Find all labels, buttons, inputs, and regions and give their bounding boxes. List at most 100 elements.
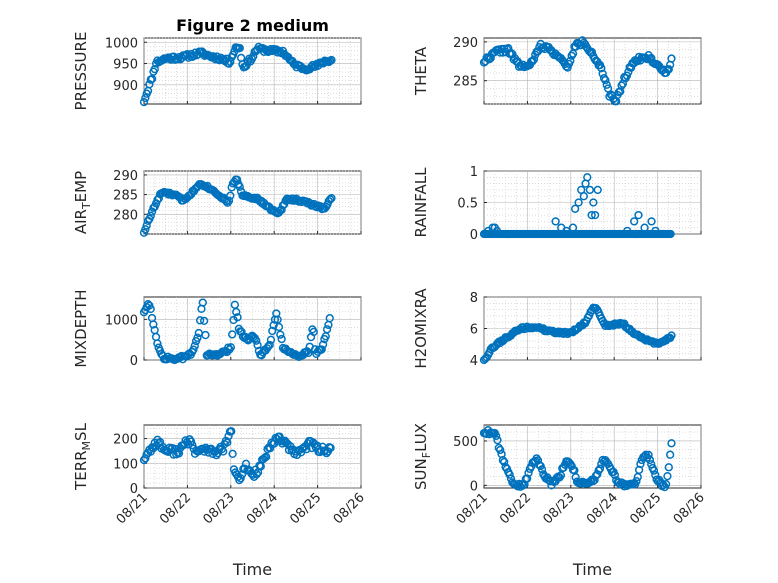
y-axis-label: PRESSURE (72, 32, 90, 111)
data-point (623, 226, 632, 236)
data-point (587, 47, 597, 57)
subplot-sun_flux: 0 500 SUNFLUX 08/21 08/22 08/23 08/24 08/25 08/2… (412, 423, 708, 579)
data-point (227, 427, 236, 436)
data-point (551, 217, 560, 226)
data-point (667, 54, 676, 63)
subplot-theta: 285 290 THETA (412, 36, 702, 106)
data-point (242, 61, 251, 70)
data-point (491, 431, 501, 441)
data-point (190, 341, 199, 350)
y-tick-label: 290 (453, 36, 478, 51)
data-point (276, 330, 285, 339)
y-axis-label: MIXDEPTH (72, 289, 90, 367)
x-tick-label: 08/21 (454, 490, 491, 527)
data-point (150, 64, 159, 74)
data-point (251, 195, 261, 204)
x-tick-label: 08/23 (541, 490, 578, 527)
x-tick-label: 08/23 (201, 490, 238, 527)
data-point (552, 473, 561, 482)
data-point (246, 332, 256, 341)
data-point (226, 57, 235, 66)
data-point (226, 343, 236, 352)
y-tick-label: 1000 (105, 313, 138, 328)
data-point (666, 229, 675, 239)
data-point (233, 313, 242, 322)
y-tick-label: 0.5 (457, 197, 478, 212)
data-point (498, 456, 508, 465)
data-point (268, 326, 277, 336)
data-point (562, 226, 571, 236)
data-point (597, 64, 606, 73)
data-point (493, 435, 502, 445)
data-point (325, 314, 334, 323)
data-point (273, 315, 282, 324)
data-point (663, 472, 672, 481)
data-point (139, 97, 149, 107)
data-point (590, 210, 600, 220)
data-point (146, 304, 155, 314)
data-point (153, 339, 162, 348)
data-point (141, 225, 150, 234)
data-point (266, 44, 275, 54)
data-point (250, 193, 259, 202)
data-point (193, 333, 202, 342)
data-point (274, 322, 284, 332)
data-point (265, 340, 274, 350)
x-tick-label: 08/24 (244, 490, 281, 527)
data-point (189, 345, 198, 354)
data-point (529, 55, 539, 64)
y-axis-label: TERRMSL (72, 422, 93, 491)
data-point (262, 452, 271, 461)
data-point (506, 48, 516, 58)
subplot-mixdepth: 0 1000 MIXDEPTH (72, 289, 362, 369)
data-point (574, 198, 583, 207)
data-point (186, 437, 196, 446)
x-tick-label: 08/26 (331, 490, 368, 527)
data-point (667, 331, 676, 340)
x-tick-label: 08/25 (627, 490, 664, 527)
data-point (587, 210, 596, 220)
y-tick-label: 6 (470, 323, 478, 338)
data-point (665, 450, 675, 459)
data-point (149, 320, 158, 329)
data-point (496, 445, 505, 455)
x-tick-label: 08/25 (287, 490, 324, 527)
y-tick-label: 8 (470, 291, 478, 306)
data-point (664, 463, 673, 472)
data-point (327, 194, 336, 203)
data-point (235, 43, 244, 53)
data-point (201, 330, 210, 340)
data-point (636, 459, 645, 469)
data-point (174, 449, 184, 458)
data-point (661, 480, 671, 489)
data-point (505, 470, 514, 479)
data-point (632, 477, 641, 486)
y-axis-label: THETA (412, 46, 430, 96)
data-point (634, 210, 643, 220)
data-point (318, 340, 328, 349)
data-point (602, 80, 611, 89)
y-axis-label: RAINFALL (412, 167, 430, 238)
data-point (586, 476, 595, 486)
y-tick-label: 1000 (105, 36, 138, 51)
data-point (232, 175, 242, 184)
data-point (199, 316, 209, 326)
y-tick-label: 100 (113, 457, 138, 472)
chart-title: Figure 2 medium (176, 16, 329, 35)
data-point (219, 447, 228, 456)
data-point (528, 57, 537, 66)
x-tick-label: 08/26 (671, 490, 708, 527)
y-tick-label: 285 (113, 189, 138, 204)
data-point (325, 195, 335, 204)
data-point (568, 223, 578, 232)
data-point (617, 81, 626, 90)
data-point (253, 341, 262, 350)
y-tick-label: 4 (470, 354, 478, 369)
subplot-air_temp: 280 285 290 AIRTEMP (72, 169, 362, 237)
data-point (589, 198, 598, 207)
x-tick-label: 08/22 (497, 490, 534, 527)
data-point (601, 75, 610, 85)
x-axis-label: Time (572, 560, 612, 579)
data-point (664, 65, 673, 74)
